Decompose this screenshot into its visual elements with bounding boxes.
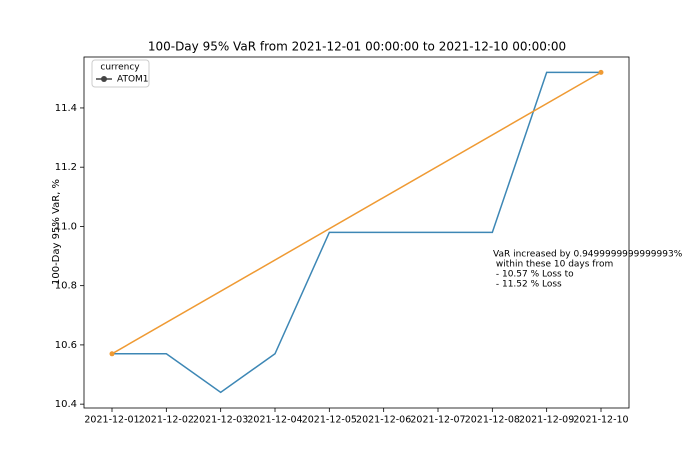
series-line (112, 71, 601, 394)
x-tick-label: 2021-12-01 (84, 415, 139, 426)
trend-point (109, 351, 115, 357)
x-tick-label: 2021-12-02 (139, 415, 194, 426)
x-tick-label: 2021-12-10 (573, 415, 628, 426)
x-tick-label: 2021-12-06 (356, 415, 411, 426)
x-tick-label: 2021-12-04 (247, 415, 302, 426)
trend-point (598, 69, 604, 75)
y-tick-label: 10.8 (55, 281, 77, 292)
y-tick-label: 11.4 (55, 103, 77, 114)
legend-label: ATOM1 (117, 75, 149, 85)
legend-marker (101, 76, 107, 82)
y-tick-label: 10.4 (55, 399, 77, 410)
annotation-line: VaR increased by 0.9499999999999993% (493, 250, 683, 260)
chart-title: 100-Day 95% VaR from 2021-12-01 00:00:00… (148, 40, 566, 54)
annotation-line: - 11.52 % Loss (493, 280, 562, 290)
x-tick-label: 2021-12-03 (193, 415, 248, 426)
x-tick-label: 2021-12-07 (410, 415, 465, 426)
y-tick-label: 11.2 (55, 162, 77, 173)
trend-line (111, 71, 602, 355)
x-tick-label: 2021-12-09 (519, 415, 574, 426)
plot-frame (83, 56, 630, 409)
y-tick-label: 11.0 (55, 221, 77, 232)
y-axis-label: 100-Day 95% VaR, % (51, 179, 62, 285)
x-tick-label: 2021-12-05 (302, 415, 357, 426)
annotation-line: - 10.57 % Loss to (493, 270, 574, 280)
x-tick-label: 2021-12-08 (465, 415, 520, 426)
legend-title: currency (100, 63, 140, 73)
y-tick-label: 10.6 (55, 340, 77, 351)
annotation-line: within these 10 days from (493, 260, 613, 270)
